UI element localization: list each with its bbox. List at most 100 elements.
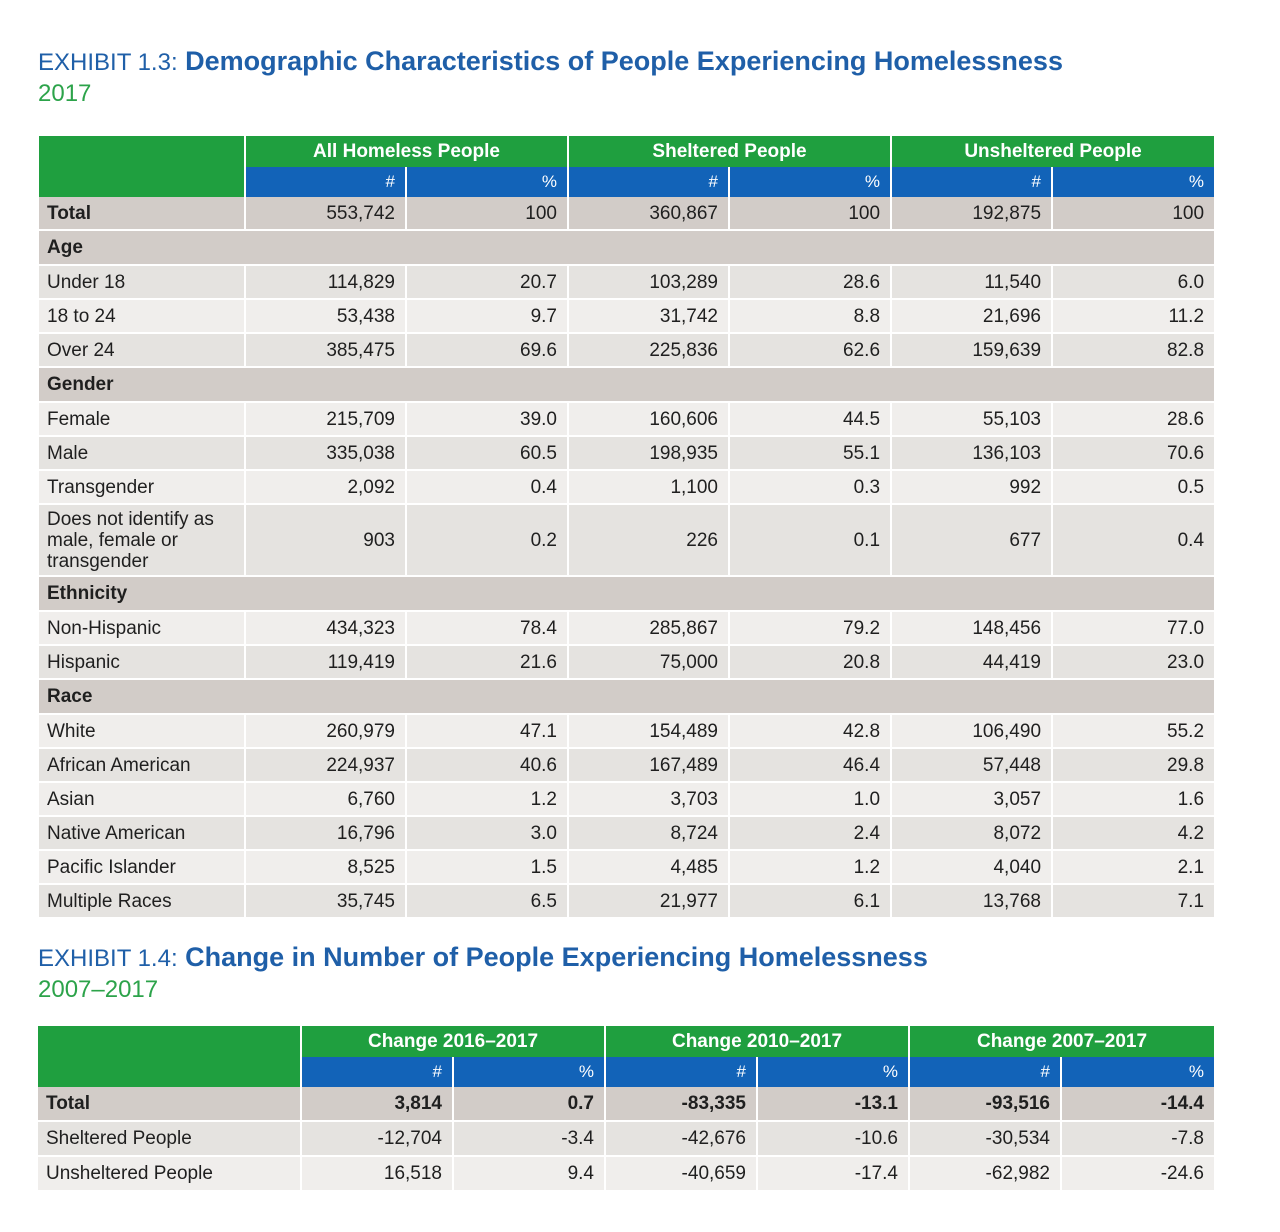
table-body: Total 3,814 0.7 -83,335 -13.1 -93,516 -14.4 She… bbox=[38, 1087, 1214, 1192]
table-row: White 260,979 47.1 154,489 42.8 106,490 55.2 bbox=[39, 714, 1215, 749]
subheader-row: # % # % # % bbox=[39, 167, 1215, 197]
percent-cell: 55.1 bbox=[727, 436, 892, 471]
exhibit-1-3-title: EXHIBIT 1.3: Demographic Characteristics… bbox=[38, 45, 1063, 79]
row-label: Hispanic bbox=[39, 645, 245, 680]
percent-cell: 29.8 bbox=[1051, 748, 1215, 783]
table-row: Native American 16,796 3.0 8,724 2.4 8,072 4.2 bbox=[39, 816, 1215, 851]
percent-cell: 0.7 bbox=[452, 1087, 605, 1122]
row-label: African American bbox=[39, 748, 245, 783]
count-cell: -12,704 bbox=[300, 1121, 453, 1157]
count-cell: 31,742 bbox=[567, 299, 729, 334]
percent-cell: 44.5 bbox=[727, 402, 892, 437]
group-header-row: Change 2016–2017 Change 2010–2017 Change… bbox=[38, 1026, 1214, 1087]
row-label: White bbox=[39, 714, 245, 749]
count-cell: 225,836 bbox=[567, 333, 729, 368]
exhibit-1-3-subtitle: 2017 bbox=[38, 80, 92, 107]
exhibit-1-4-label: EXHIBIT 1.4: bbox=[38, 945, 178, 972]
count-cell: 114,829 bbox=[244, 265, 406, 300]
count-cell: 385,475 bbox=[244, 333, 406, 368]
percent-cell: 40.6 bbox=[405, 748, 568, 783]
column-header: # bbox=[567, 167, 729, 197]
row-label: Female bbox=[39, 402, 245, 437]
count-cell: 335,038 bbox=[244, 436, 406, 471]
count-cell: 16,518 bbox=[300, 1156, 453, 1192]
count-cell: 55,103 bbox=[890, 402, 1053, 437]
percent-cell: -13.1 bbox=[756, 1087, 909, 1122]
table-row: Hispanic 119,419 21.6 75,000 20.8 44,419 23.0 bbox=[39, 645, 1215, 680]
column-header: # bbox=[908, 1057, 1061, 1087]
count-cell: 106,490 bbox=[890, 714, 1053, 749]
count-cell: 903 bbox=[244, 504, 406, 577]
count-cell: -40,659 bbox=[604, 1156, 757, 1192]
count-cell: 215,709 bbox=[244, 402, 406, 437]
row-label: Total bbox=[39, 197, 245, 231]
count-cell: 677 bbox=[890, 504, 1053, 577]
percent-cell: 42.8 bbox=[727, 714, 892, 749]
percent-cell: 69.6 bbox=[405, 333, 568, 368]
percent-cell: 3.0 bbox=[405, 816, 568, 851]
count-cell: 3,814 bbox=[300, 1087, 453, 1122]
count-cell: 360,867 bbox=[567, 197, 729, 231]
section-row: Race bbox=[39, 679, 1215, 715]
percent-cell: 82.8 bbox=[1051, 333, 1215, 368]
header-corner bbox=[39, 136, 245, 197]
percent-cell: 100 bbox=[1051, 197, 1215, 231]
percent-cell: 1.0 bbox=[727, 782, 892, 817]
percent-cell: -24.6 bbox=[1060, 1156, 1214, 1192]
table-row: Asian 6,760 1.2 3,703 1.0 3,057 1.6 bbox=[39, 782, 1215, 817]
count-cell: 16,796 bbox=[244, 816, 406, 851]
demographics-table: All Homeless People Sheltered People Uns… bbox=[39, 136, 1215, 919]
count-cell: 8,072 bbox=[890, 816, 1053, 851]
percent-cell: -17.4 bbox=[756, 1156, 909, 1192]
count-cell: 57,448 bbox=[890, 748, 1053, 783]
table-row: Over 24 385,475 69.6 225,836 62.6 159,639 82.8 bbox=[39, 333, 1215, 368]
count-cell: 160,606 bbox=[567, 402, 729, 437]
group-header: Change 2016–2017 bbox=[300, 1026, 605, 1057]
count-cell: 198,935 bbox=[567, 436, 729, 471]
percent-cell: 0.4 bbox=[405, 470, 568, 505]
count-cell: 553,742 bbox=[244, 197, 406, 231]
count-cell: 1,100 bbox=[567, 470, 729, 505]
count-cell: 2,092 bbox=[244, 470, 406, 505]
count-cell: -42,676 bbox=[604, 1121, 757, 1157]
count-cell: 260,979 bbox=[244, 714, 406, 749]
row-label: Transgender bbox=[39, 470, 245, 505]
column-header: # bbox=[604, 1057, 757, 1087]
percent-cell: 28.6 bbox=[1051, 402, 1215, 437]
table-row: Pacific Islander 8,525 1.5 4,485 1.2 4,040 2.1 bbox=[39, 850, 1215, 885]
exhibit-1-4-subtitle: 2007–2017 bbox=[38, 976, 159, 1003]
count-cell: 21,977 bbox=[567, 884, 729, 919]
table-body: Total 553,742 100 360,867 100 192,875 100 Age Un… bbox=[39, 197, 1215, 919]
column-header: % bbox=[405, 167, 568, 197]
total-row: Total 3,814 0.7 -83,335 -13.1 -93,516 -14.4 bbox=[38, 1087, 1214, 1122]
count-cell: 154,489 bbox=[567, 714, 729, 749]
count-cell: 226 bbox=[567, 504, 729, 577]
group-header-row: All Homeless People Sheltered People Uns… bbox=[39, 136, 1215, 197]
count-cell: 8,724 bbox=[567, 816, 729, 851]
count-cell: 119,419 bbox=[244, 645, 406, 680]
section-row: Age bbox=[39, 230, 1215, 266]
percent-cell: 60.5 bbox=[405, 436, 568, 471]
row-label: 18 to 24 bbox=[39, 299, 245, 334]
percent-cell: 2.4 bbox=[727, 816, 892, 851]
count-cell: 992 bbox=[890, 470, 1053, 505]
percent-cell: 9.4 bbox=[452, 1156, 605, 1192]
count-cell: 136,103 bbox=[890, 436, 1053, 471]
row-label: Asian bbox=[39, 782, 245, 817]
percent-cell: 9.7 bbox=[405, 299, 568, 334]
percent-cell: 100 bbox=[727, 197, 892, 231]
percent-cell: 0.2 bbox=[405, 504, 568, 577]
row-label: Multiple Races bbox=[39, 884, 245, 919]
percent-cell: -3.4 bbox=[452, 1121, 605, 1157]
percent-cell: 20.8 bbox=[727, 645, 892, 680]
count-cell: -30,534 bbox=[908, 1121, 1061, 1157]
percent-cell: 78.4 bbox=[405, 611, 568, 646]
column-header: % bbox=[452, 1057, 605, 1087]
count-cell: 75,000 bbox=[567, 645, 729, 680]
column-header: % bbox=[727, 167, 892, 197]
exhibit-1-3-label: EXHIBIT 1.3: bbox=[38, 49, 178, 76]
table-row: Does not identify as male, female or tra… bbox=[39, 504, 1215, 577]
percent-cell: 2.1 bbox=[1051, 850, 1215, 885]
count-cell: -93,516 bbox=[908, 1087, 1061, 1122]
row-label: Under 18 bbox=[39, 265, 245, 300]
